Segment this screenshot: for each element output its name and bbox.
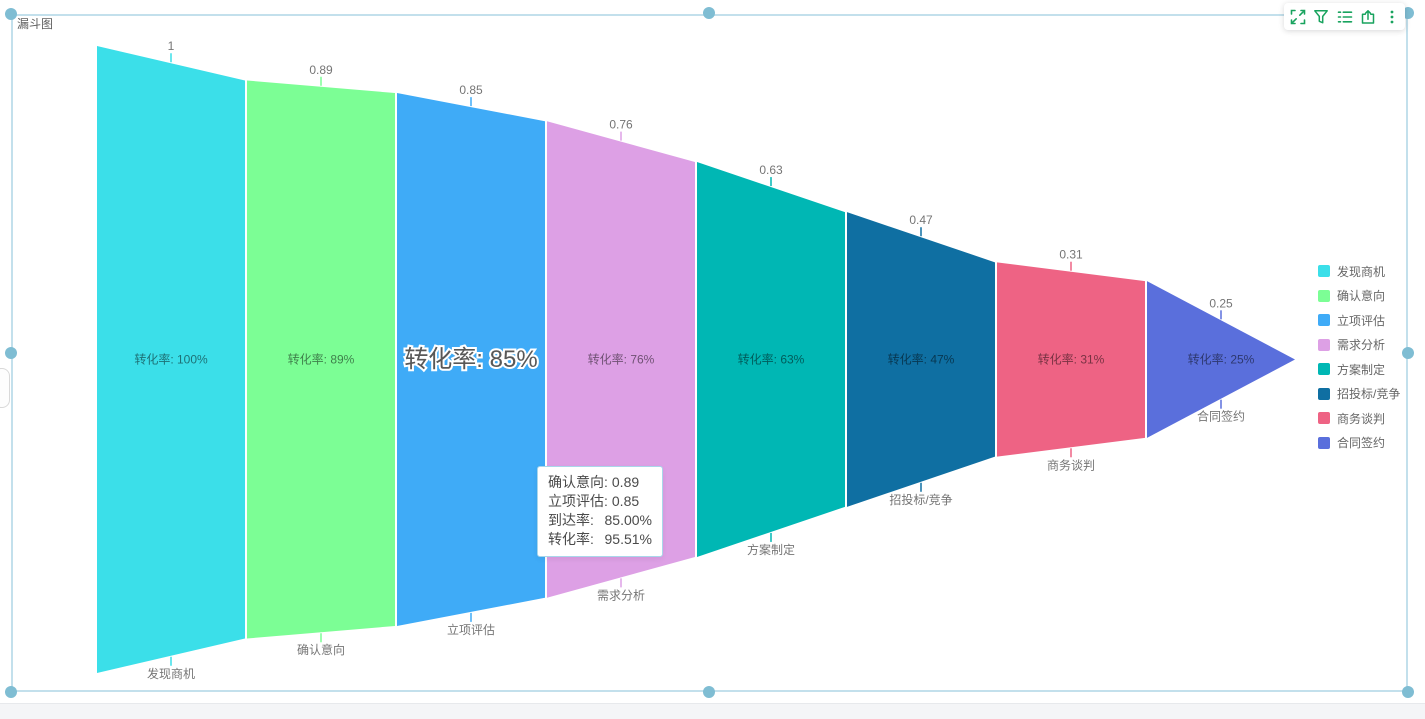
legend-item-1[interactable]: 发现商机	[1318, 259, 1400, 284]
tooltip-row: 确认意向: 0.89	[548, 473, 652, 492]
value-label: 0.25	[1209, 296, 1233, 310]
funnel-segment-6[interactable]	[847, 212, 995, 507]
legend-swatch	[1318, 314, 1330, 327]
fullscreen-icon	[1290, 9, 1305, 24]
funnel-segment-8[interactable]	[1147, 281, 1295, 438]
fullscreen-button[interactable]	[1288, 7, 1308, 27]
conversion-label: 转化率: 47%	[888, 352, 955, 367]
stage-label: 确认意向	[297, 642, 345, 657]
legend-item-4[interactable]: 需求分析	[1318, 333, 1400, 358]
legend-label: 立项评估	[1337, 313, 1386, 328]
chart-tooltip: 确认意向: 0.89 立项评估: 0.85 到达率: 85.00% 转化率: 95.51%	[537, 466, 663, 557]
legend-item-2[interactable]: 确认意向	[1318, 284, 1400, 309]
tooltip-value: 95.51%	[604, 531, 652, 547]
legend-list-button[interactable]	[1335, 7, 1355, 27]
tooltip-row: 转化率: 95.51%	[548, 530, 652, 549]
tooltip-value: 0.89	[611, 474, 640, 490]
stage-label: 招投标/竞争	[889, 492, 952, 507]
legend-item-3[interactable]: 立项评估	[1318, 308, 1400, 333]
value-label: 0.76	[609, 118, 633, 132]
conversion-label: 转化率: 25%	[1188, 352, 1255, 367]
legend-swatch	[1318, 436, 1330, 449]
value-label: 0.85	[459, 83, 483, 97]
tooltip-label: 确认意向:	[548, 474, 608, 490]
legend-item-8[interactable]: 合同签约	[1318, 431, 1400, 456]
filter-button[interactable]	[1311, 7, 1331, 27]
chart-toolbar	[1284, 3, 1405, 30]
funnel-segment-7[interactable]	[997, 262, 1145, 457]
kebab-menu-icon	[1390, 10, 1393, 23]
legend-label: 合同签约	[1337, 436, 1386, 451]
legend-swatch	[1318, 363, 1330, 376]
stage-label: 发现商机	[147, 666, 195, 681]
tooltip-value: 0.85	[611, 493, 640, 509]
legend-label: 商务谈判	[1337, 411, 1386, 426]
funnel-segment-1[interactable]	[97, 46, 245, 673]
filter-icon	[1314, 9, 1328, 23]
stage-label: 商务谈判	[1047, 457, 1095, 472]
legend-swatch	[1318, 265, 1330, 278]
legend-item-5[interactable]: 方案制定	[1318, 357, 1400, 382]
conversion-label: 转化率: 89%	[288, 352, 355, 367]
resize-handle-top-center[interactable]	[703, 7, 715, 19]
legend-item-7[interactable]: 商务谈判	[1318, 406, 1400, 431]
tooltip-row: 到达率: 85.00%	[548, 511, 652, 530]
resize-handle-top-right[interactable]	[1402, 7, 1414, 19]
legend-label: 方案制定	[1337, 362, 1386, 377]
resize-handle-left-center[interactable]	[5, 347, 17, 359]
resize-handle-right-center[interactable]	[1402, 347, 1414, 359]
export-icon	[1361, 9, 1375, 24]
widget-title: 漏斗图	[17, 17, 54, 31]
legend-swatch	[1318, 338, 1330, 351]
panel-collapse-tab[interactable]	[0, 368, 10, 408]
value-label: 1	[168, 39, 175, 53]
legend-label: 发现商机	[1337, 264, 1386, 279]
resize-handle-top-left[interactable]	[5, 8, 17, 20]
value-label: 0.63	[759, 163, 783, 177]
conversion-label: 转化率: 85%	[404, 346, 537, 373]
legend-swatch	[1318, 289, 1330, 302]
tooltip-label: 转化率:	[548, 531, 594, 547]
value-label: 0.31	[1059, 248, 1083, 262]
value-label: 0.47	[909, 213, 933, 227]
tooltip-value: 85.00%	[604, 512, 652, 528]
legend-list-icon	[1337, 10, 1352, 23]
funnel-segment-2[interactable]	[247, 80, 395, 639]
more-button[interactable]	[1382, 7, 1402, 27]
chart-legend: 发现商机确认意向立项评估需求分析方案制定招投标/竞争 商务谈判合同签约	[1318, 259, 1400, 455]
legend-label: 确认意向	[1337, 289, 1386, 304]
tooltip-row: 立项评估: 0.85	[548, 492, 652, 511]
funnel-segment-5[interactable]	[697, 161, 845, 558]
tooltip-label: 立项评估:	[548, 493, 608, 509]
resize-handle-bottom-left[interactable]	[5, 686, 17, 698]
stage-label: 方案制定	[747, 542, 795, 557]
conversion-label: 转化率: 31%	[1038, 352, 1105, 367]
legend-label: 需求分析	[1337, 338, 1386, 353]
stage-label: 立项评估	[447, 622, 495, 637]
funnel-segment-3[interactable]	[397, 93, 545, 626]
legend-swatch	[1318, 387, 1330, 400]
resize-handle-bottom-center[interactable]	[703, 686, 715, 698]
conversion-label: 转化率: 63%	[738, 352, 805, 367]
resize-handle-bottom-right[interactable]	[1402, 686, 1414, 698]
canvas-background-strip	[0, 703, 1425, 719]
conversion-label: 转化率: 100%	[134, 352, 208, 367]
value-label: 0.89	[309, 63, 333, 77]
export-button[interactable]	[1358, 7, 1378, 27]
legend-label: 招投标/竞争	[1337, 387, 1401, 402]
tooltip-label: 到达率:	[548, 512, 594, 528]
legend-item-6[interactable]: 招投标/竞争	[1318, 382, 1400, 407]
conversion-label: 转化率: 76%	[588, 352, 655, 367]
legend-swatch	[1318, 412, 1330, 425]
stage-label: 合同签约	[1197, 409, 1245, 424]
stage-label: 需求分析	[597, 588, 645, 602]
